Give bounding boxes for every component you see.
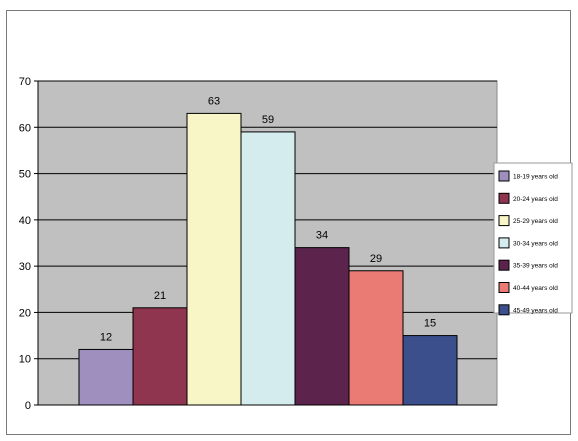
legend-label: 20-24 years old [513,196,558,203]
data-label: 29 [370,253,382,265]
legend-label: 35-39 years old [513,263,558,270]
bar [240,131,296,406]
legend-swatch [498,192,510,204]
data-label: 34 [316,230,328,242]
legend-swatch [498,215,510,227]
data-label: 21 [154,290,166,302]
y-tick-label: 60 [19,122,31,134]
data-label: 15 [424,318,436,330]
bar [294,247,350,406]
legend-swatch [498,237,510,249]
data-label: 12 [100,331,112,343]
legend-label: 18-19 years old [513,174,558,181]
bar [402,335,458,406]
legend-label: 45-49 years old [513,307,558,314]
bar [348,270,404,406]
y-tick-label: 20 [19,307,31,319]
bar [186,112,242,406]
bar [78,348,134,406]
y-tick-label: 50 [19,169,31,181]
y-tick-label: 40 [19,215,31,227]
legend-swatch [498,259,510,271]
y-tick-label: 70 [19,76,31,88]
data-label: 63 [208,95,220,107]
legend-label: 40-44 years old [513,285,558,292]
y-tick-label: 10 [19,354,31,366]
legend-label: 25-29 years old [513,218,558,225]
bar [132,307,188,406]
legend-swatch [498,170,510,182]
legend-swatch [498,282,510,293]
y-tick-label: 30 [19,261,31,273]
legend-label: 30-34 years old [513,240,558,247]
y-tick-label: 0 [25,400,31,412]
legend-swatch [498,304,510,316]
data-label: 59 [262,114,274,126]
